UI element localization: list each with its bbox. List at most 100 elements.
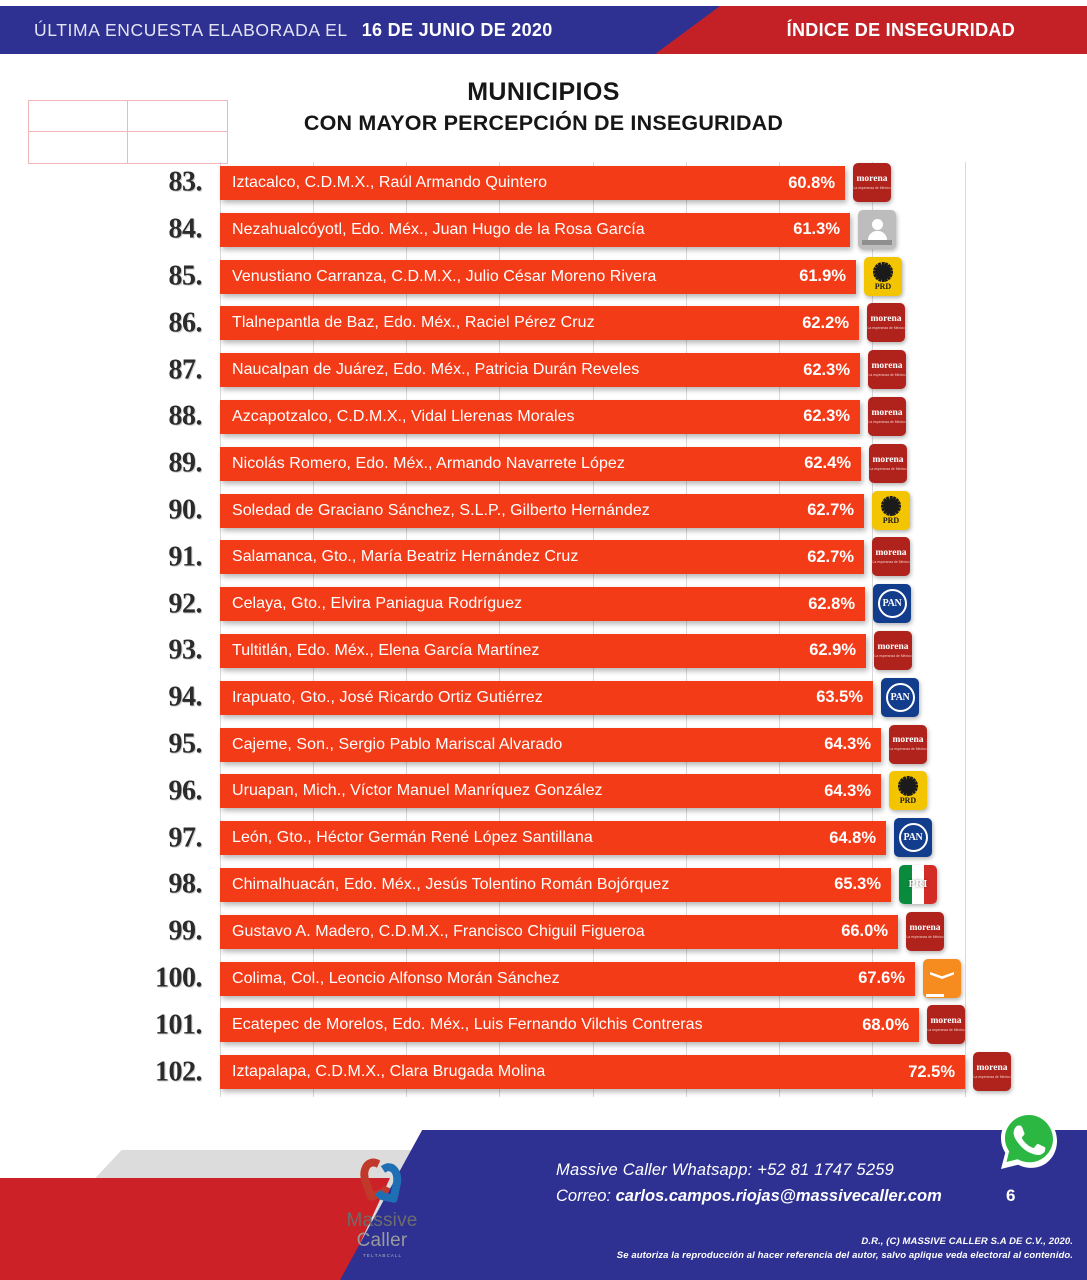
chart-row: 97. León, Gto., Héctor Germán René López … — [0, 815, 1087, 862]
rank-wrapper: 91. — [118, 534, 203, 581]
bar-value: 62.4% — [804, 454, 851, 473]
morena-logo-icon: morena La esperanza de México — [868, 396, 906, 436]
bar[interactable]: Salamanca, Gto., María Beatriz Hernández… — [220, 540, 864, 575]
stats-header-surveys: ENCUESTAS REALIZADAS — [29, 101, 128, 132]
bar[interactable]: León, Gto., Héctor Germán René López San… — [220, 821, 886, 856]
bar-value: 68.0% — [862, 1015, 909, 1034]
pan-logo-icon: PAN — [873, 584, 911, 624]
bar[interactable]: Nezahualcóyotl, Edo. Méx., Juan Hugo de … — [220, 212, 850, 247]
bar[interactable]: Colima, Col., Leoncio Alfonso Morán Sánc… — [220, 961, 915, 996]
morena-logo-icon: morena La esperanza de México — [889, 724, 927, 764]
rank-wrapper: 94. — [118, 675, 203, 722]
bar-wrapper: Naucalpan de Juárez, Edo. Méx., Patricia… — [220, 353, 860, 388]
bar[interactable]: Iztacalco, C.D.M.X., Raúl Armando Quinte… — [220, 166, 845, 200]
bar-wrapper: Uruapan, Mich., Víctor Manuel Manríquez … — [220, 774, 881, 809]
chart-row: 101. Ecatepec de Morelos, Edo. Méx., Luis… — [0, 1002, 1087, 1049]
rank-wrapper: 87. — [118, 347, 203, 394]
bar[interactable]: Soledad de Graciano Sánchez, S.L.P., Gil… — [220, 493, 864, 528]
pri-logo-icon: PRI — [899, 864, 937, 904]
rank-wrapper: 88. — [118, 394, 203, 441]
bar-wrapper: Colima, Col., Leoncio Alfonso Morán Sánc… — [220, 961, 915, 996]
bar-label: Chimalhuacán, Edo. Méx., Jesús Tolentino… — [232, 875, 670, 893]
chart-row: 95. Cajeme, Son., Sergio Pablo Mariscal A… — [0, 722, 1087, 769]
legal-copyright: D.R., (C) MASSIVE CALLER S.A DE C.V., 20… — [861, 1236, 1073, 1247]
bar-wrapper: Chimalhuacán, Edo. Méx., Jesús Tolentino… — [220, 867, 891, 902]
contact-email-address[interactable]: carlos.campos.riojas@massivecaller.com — [615, 1186, 942, 1205]
bar[interactable]: Tlalnepantla de Baz, Edo. Méx., Raciel P… — [220, 306, 859, 341]
legal-block: D.R., (C) MASSIVE CALLER S.A DE C.V., 20… — [617, 1235, 1073, 1264]
bar[interactable]: Iztapalapa, C.D.M.X., Clara Brugada Moli… — [220, 1055, 965, 1090]
page-subtitle: CON MAYOR PERCEPCIÓN DE INSEGURIDAD — [303, 110, 784, 135]
bar-wrapper: Tlalnepantla de Baz, Edo. Méx., Raciel P… — [220, 306, 859, 341]
rank-wrapper: 96. — [118, 768, 203, 815]
bar-label: Salamanca, Gto., María Beatriz Hernández… — [232, 548, 579, 566]
page-title: MUNICIPIOS — [467, 78, 620, 106]
chart-row: 87. Naucalpan de Juárez, Edo. Méx., Patri… — [0, 347, 1087, 394]
bar-value: 60.8% — [788, 173, 835, 192]
whatsapp-icon[interactable] — [996, 1107, 1062, 1173]
bar-label: Nicolás Romero, Edo. Méx., Armando Navar… — [232, 454, 625, 472]
rank-number: 93. — [168, 634, 203, 666]
bar-value: 62.9% — [809, 641, 856, 660]
rank-wrapper: 89. — [118, 441, 203, 488]
bar[interactable]: Uruapan, Mich., Víctor Manuel Manríquez … — [220, 774, 881, 809]
bar-value: 63.5% — [816, 688, 863, 707]
bar-wrapper: Irapuato, Gto., José Ricardo Ortiz Gutié… — [220, 680, 873, 715]
chart-row: 89. Nicolás Romero, Edo. Méx., Armando Na… — [0, 441, 1087, 488]
header-index-label: ÍNDICE DE INSEGURIDAD — [786, 19, 1015, 40]
rank-number: 83. — [168, 166, 203, 198]
bar-wrapper: Nicolás Romero, Edo. Méx., Armando Navar… — [220, 446, 861, 481]
morena-logo-icon: morena La esperanza de México — [853, 163, 891, 202]
bar[interactable]: Venustiano Carranza, C.D.M.X., Julio Cés… — [220, 259, 856, 294]
chart-row: 99. Gustavo A. Madero, C.D.M.X., Francisc… — [0, 909, 1087, 956]
chart-row: 88. Azcapotzalco, C.D.M.X., Vidal Llerena… — [0, 394, 1087, 441]
bar-wrapper: Gustavo A. Madero, C.D.M.X., Francisco C… — [220, 914, 898, 949]
rank-number: 99. — [168, 915, 203, 947]
bar[interactable]: Ecatepec de Morelos, Edo. Méx., Luis Fer… — [220, 1008, 919, 1043]
bar[interactable]: Gustavo A. Madero, C.D.M.X., Francisco C… — [220, 914, 898, 949]
bar-label: Irapuato, Gto., José Ricardo Ortiz Gutié… — [232, 688, 543, 706]
bar-value: 64.3% — [824, 735, 871, 754]
chart-row: 92. Celaya, Gto., Elvira Paniagua Rodrígu… — [0, 581, 1087, 628]
bar-wrapper: Cajeme, Son., Sergio Pablo Mariscal Alva… — [220, 727, 881, 762]
brand-name-line1: Massive — [346, 1210, 418, 1231]
bar-label: Ecatepec de Morelos, Edo. Méx., Luis Fer… — [232, 1016, 703, 1034]
bar-value: 62.7% — [807, 501, 854, 520]
bar[interactable]: Cajeme, Son., Sergio Pablo Mariscal Alva… — [220, 727, 881, 762]
bar-value: 64.3% — [824, 781, 871, 800]
prd-logo-icon: PRD — [872, 490, 910, 530]
bar[interactable]: Nicolás Romero, Edo. Méx., Armando Navar… — [220, 446, 861, 481]
bar[interactable]: Azcapotzalco, C.D.M.X., Vidal Llerenas M… — [220, 399, 860, 434]
slide-title-block: MUNICIPIOS CON MAYOR PERCEPCIÓN DE INSEG… — [0, 78, 1087, 136]
footer-blue-shape — [340, 1130, 1087, 1280]
rank-number: 96. — [168, 775, 203, 807]
header-blue-panel — [0, 6, 720, 54]
bar-label: Tlalnepantla de Baz, Edo. Méx., Raciel P… — [232, 314, 595, 332]
bar-value: 61.3% — [793, 220, 840, 239]
bar-value: 62.3% — [803, 360, 850, 379]
rank-number: 98. — [168, 868, 203, 900]
bar-wrapper: Nezahualcóyotl, Edo. Méx., Juan Hugo de … — [220, 212, 850, 247]
chart-row: 94. Irapuato, Gto., José Ricardo Ortiz Gu… — [0, 675, 1087, 722]
chart-row: 90. Soledad de Graciano Sánchez, S.L.P., … — [0, 488, 1087, 535]
bar-label: Cajeme, Son., Sergio Pablo Mariscal Alva… — [232, 735, 563, 753]
bar[interactable]: Celaya, Gto., Elvira Paniagua Rodríguez 6… — [220, 587, 865, 622]
bar-label: Azcapotzalco, C.D.M.X., Vidal Llerenas M… — [232, 407, 575, 425]
rank-number: 100. — [155, 962, 203, 994]
bar[interactable]: Tultitlán, Edo. Méx., Elena García Martí… — [220, 633, 866, 668]
slide-header: ÚLTIMA ENCUESTA ELABORADA EL 16 DE JUNIO… — [0, 6, 1087, 54]
brand-name-line2: Caller — [356, 1229, 408, 1251]
bar-label: Nezahualcóyotl, Edo. Méx., Juan Hugo de … — [232, 220, 645, 238]
bar[interactable]: Chimalhuacán, Edo. Méx., Jesús Tolentino… — [220, 867, 891, 902]
bar-label: Uruapan, Mich., Víctor Manuel Manríquez … — [232, 782, 603, 800]
header-survey-label: ÚLTIMA ENCUESTA ELABORADA EL — [34, 19, 348, 40]
bar[interactable]: Naucalpan de Juárez, Edo. Méx., Patricia… — [220, 353, 860, 388]
chart-row: 98. Chimalhuacán, Edo. Méx., Jesús Tolent… — [0, 862, 1087, 909]
contact-email-label: Correo: — [556, 1186, 612, 1205]
bar-label: Naucalpan de Juárez, Edo. Méx., Patricia… — [232, 361, 640, 379]
bar-label: Colima, Col., Leoncio Alfonso Morán Sánc… — [232, 969, 560, 987]
header-left-group: ÚLTIMA ENCUESTA ELABORADA EL 16 DE JUNIO… — [34, 6, 553, 54]
bar[interactable]: Irapuato, Gto., José Ricardo Ortiz Gutié… — [220, 680, 873, 715]
bar-label: Venustiano Carranza, C.D.M.X., Julio Cés… — [232, 267, 657, 285]
massive-caller-logo: Massive Caller T E L T A B C A L L — [322, 1154, 442, 1258]
